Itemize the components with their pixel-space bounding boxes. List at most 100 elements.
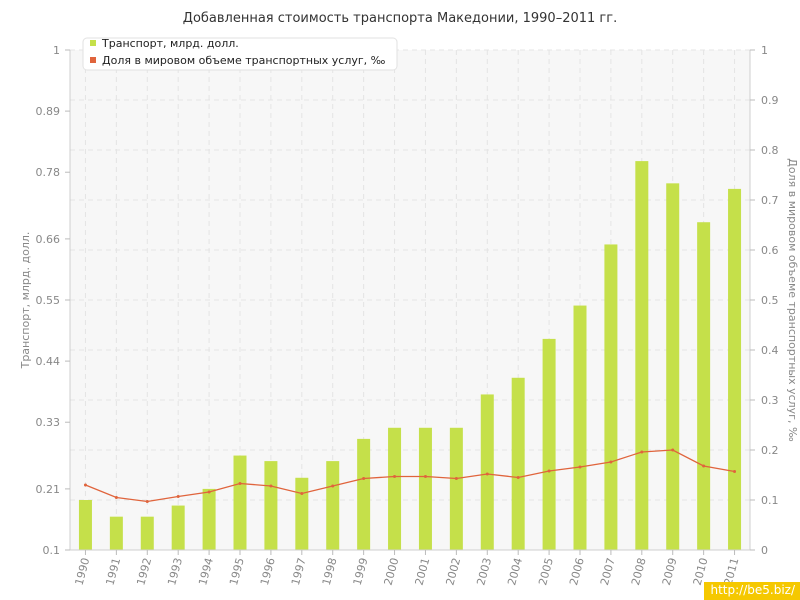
bar-1993[interactable] — [171, 505, 185, 550]
x-tick-label: 2007 — [598, 556, 618, 586]
line-point-2004[interactable] — [516, 476, 520, 479]
y2-tick-label: 0.5 — [761, 294, 779, 307]
y2-tick-label: 0 — [761, 544, 768, 557]
line-point-1990[interactable] — [83, 483, 87, 487]
y-tick-label: 1 — [53, 44, 60, 57]
y-tick-label: 0.1 — [43, 544, 61, 557]
y-tick-label: 0.21 — [36, 483, 61, 496]
line-point-1995[interactable] — [238, 482, 242, 485]
bar-2010[interactable] — [697, 222, 711, 550]
bar-1996[interactable] — [264, 461, 278, 550]
x-tick-label: 1992 — [134, 556, 154, 586]
y-tick-label: 0.78 — [36, 166, 61, 179]
bar-2008[interactable] — [635, 161, 649, 550]
bar-1994[interactable] — [202, 488, 216, 550]
x-tick-label: 1994 — [196, 556, 216, 586]
line-point-2000[interactable] — [393, 475, 397, 478]
bar-2000[interactable] — [388, 427, 402, 550]
line-point-1999[interactable] — [362, 477, 366, 480]
legend: Транспорт, млрд. долл. Доля в мировом об… — [82, 37, 398, 71]
bar-1990[interactable] — [78, 500, 92, 550]
x-tick-label: 1993 — [165, 556, 185, 586]
y2-axis-label: Доля в мировом объеме транспортных услуг… — [786, 158, 799, 442]
line-point-2001[interactable] — [423, 475, 427, 478]
bar-2004[interactable] — [511, 377, 525, 550]
x-tick-label: 1996 — [258, 556, 278, 586]
x-axis-ticks: 1990 1991 1992 1993 1994 1995 1996 1997 1998 1999… — [73, 550, 741, 587]
bar-2003[interactable] — [480, 394, 494, 550]
line-point-2009[interactable] — [671, 448, 675, 452]
line-point-2003[interactable] — [485, 472, 489, 476]
line-point-1993[interactable] — [176, 495, 180, 498]
y-tick-label: 0.66 — [36, 233, 61, 246]
line-series — [83, 448, 737, 503]
x-tick-label: 1999 — [351, 556, 371, 586]
share-line[interactable] — [85, 449, 735, 503]
line-point-2006[interactable] — [578, 465, 582, 469]
y2-tick-label: 0.2 — [761, 444, 779, 457]
line-point-2007[interactable] — [609, 460, 613, 464]
y2-tick-label: 0.4 — [761, 344, 779, 357]
bar-1992[interactable] — [140, 516, 154, 550]
bar-2001[interactable] — [418, 427, 432, 550]
y-axis-label: Транспорт, млрд. долл. — [19, 232, 32, 370]
legend-swatch-transport — [90, 40, 96, 46]
x-tick-label: 1995 — [227, 556, 247, 586]
line-point-2008[interactable] — [640, 450, 644, 454]
bar-2005[interactable] — [542, 338, 556, 550]
y-tick-label: 0.55 — [36, 294, 61, 307]
line-point-2010[interactable] — [702, 464, 706, 468]
bar-series — [78, 161, 742, 551]
legend-swatch-share — [90, 57, 96, 63]
line-point-1991[interactable] — [114, 496, 118, 499]
x-tick-label: 1991 — [103, 556, 123, 586]
line-point-1992[interactable] — [145, 500, 149, 503]
x-tick-label: 2006 — [567, 556, 587, 586]
x-tick-label: 2005 — [536, 556, 556, 586]
line-point-1996[interactable] — [269, 484, 273, 488]
x-tick-label: 1997 — [289, 556, 309, 586]
legend-label-share: Доля в мировом объеме транспортных услуг… — [102, 54, 386, 67]
bar-1997[interactable] — [295, 477, 309, 550]
bar-1995[interactable] — [233, 455, 247, 550]
watermark-link[interactable]: http://be5.biz/ — [704, 582, 800, 600]
x-tick-label: 2004 — [505, 556, 525, 586]
x-tick-label: 2003 — [474, 556, 494, 586]
y2-tick-label: 0.1 — [761, 494, 779, 507]
line-point-2011[interactable] — [733, 470, 737, 473]
x-tick-label: 2002 — [443, 556, 463, 586]
bar-2002[interactable] — [449, 427, 463, 550]
line-point-1997[interactable] — [300, 492, 304, 495]
y-tick-label: 0.44 — [36, 355, 61, 368]
bar-1991[interactable] — [109, 516, 123, 550]
y-tick-label: 0.89 — [36, 105, 61, 118]
y-tick-label: 0.33 — [36, 416, 61, 429]
y2-tick-label: 0.6 — [761, 244, 779, 257]
line-point-2002[interactable] — [454, 477, 458, 480]
y2-tick-label: 1 — [761, 44, 768, 57]
x-tick-label: 2001 — [413, 556, 433, 586]
right-axis-ticks: 0 0.1 0.2 0.3 0.4 0.5 0.6 0.7 0.8 0.9 1 — [750, 44, 779, 557]
legend-label-transport: Транспорт, млрд. долл. — [101, 37, 239, 50]
line-point-1994[interactable] — [207, 490, 211, 494]
y2-tick-label: 0.9 — [761, 94, 779, 107]
bar-2011[interactable] — [728, 188, 742, 550]
line-point-1998[interactable] — [331, 484, 335, 488]
legend-box — [82, 37, 398, 71]
bar-1998[interactable] — [326, 461, 340, 550]
bar-1999[interactable] — [357, 438, 371, 550]
x-tick-label: 2008 — [629, 556, 649, 586]
left-axis-ticks: 0.1 0.21 0.33 0.44 0.55 0.66 0.78 0.89 1 — [36, 44, 70, 557]
bar-2009[interactable] — [666, 183, 680, 551]
y2-tick-label: 0.8 — [761, 144, 779, 157]
y2-tick-label: 0.3 — [761, 394, 779, 407]
y2-tick-label: 0.7 — [761, 194, 779, 207]
line-point-2005[interactable] — [547, 469, 551, 473]
bar-2007[interactable] — [604, 244, 618, 550]
chart-title: Добавленная стоимость транспорта Македон… — [183, 11, 617, 26]
bar-2006[interactable] — [573, 305, 587, 550]
x-tick-label: 1990 — [73, 556, 93, 586]
x-tick-label: 1998 — [320, 556, 340, 586]
x-tick-label: 2009 — [660, 556, 680, 586]
